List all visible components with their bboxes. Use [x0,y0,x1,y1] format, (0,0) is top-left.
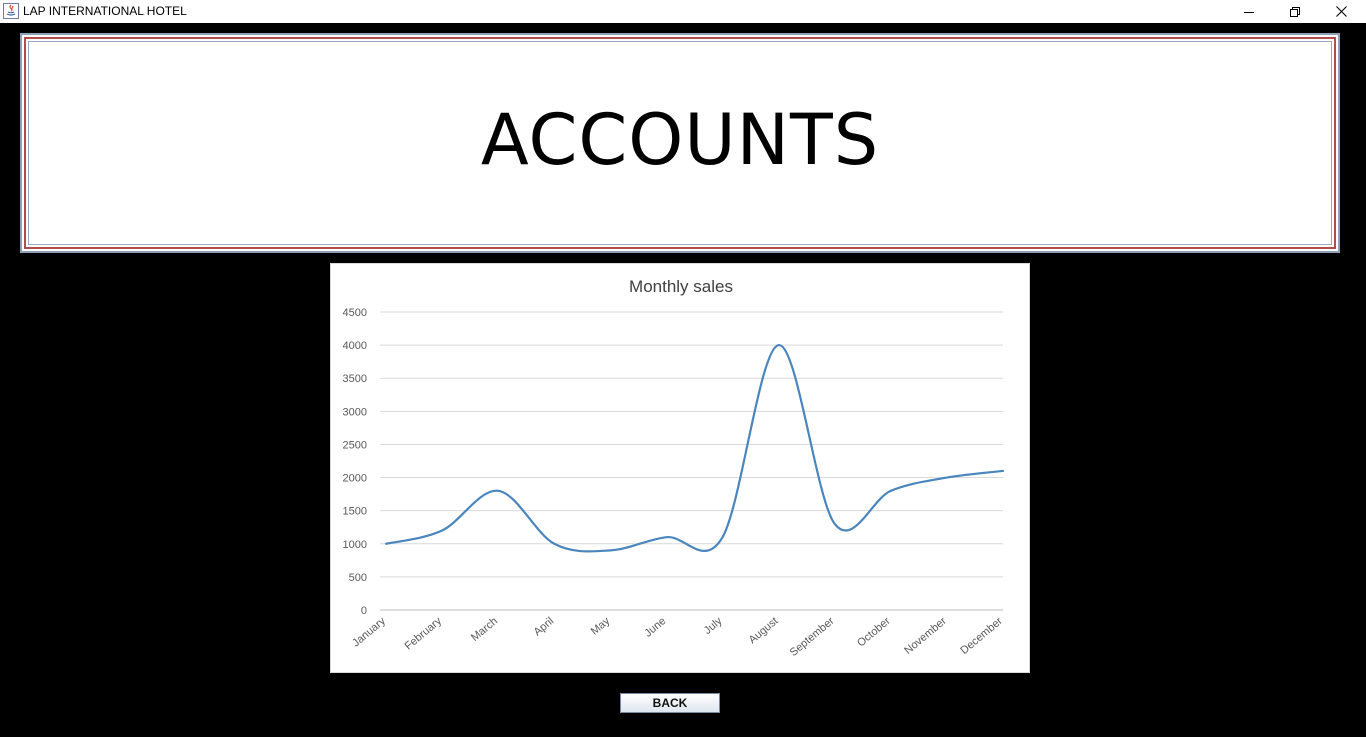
title-bar: LAP INTERNATIONAL HOTEL [0,0,1366,23]
y-tick-label: 1000 [343,539,367,551]
restore-icon [1290,6,1300,17]
accounts-header-panel: ACCOUNTS [20,33,1340,253]
back-button[interactable]: BACK [620,693,720,713]
restore-button[interactable] [1272,0,1318,23]
y-tick-label: 3500 [343,373,367,385]
x-tick-label: May [589,615,613,638]
minimize-icon [1244,11,1254,13]
x-tick-label: September [788,615,837,659]
x-tick-label: April [532,615,557,638]
y-tick-label: 3000 [343,406,367,418]
minimize-button[interactable] [1226,0,1272,23]
y-tick-label: 0 [361,605,367,617]
window-title: LAP INTERNATIONAL HOTEL [23,4,187,18]
x-tick-label: January [350,615,388,650]
close-button[interactable] [1318,0,1364,23]
x-tick-label: July [702,615,725,637]
y-tick-label: 2500 [343,439,367,451]
y-tick-label: 2000 [343,473,367,485]
x-tick-label: August [747,615,781,646]
chart-title: Monthly sales [629,277,733,296]
java-app-icon[interactable] [3,3,19,19]
x-tick-label: March [469,615,500,644]
y-tick-label: 500 [349,572,367,584]
x-tick-label: February [403,615,445,653]
chart-canvas: Monthly sales 0 500 1000 1500 2000 2500 3000 350… [343,277,1006,659]
y-tick-label: 4500 [343,307,367,319]
close-icon [1335,6,1347,17]
x-tick-label: June [642,615,668,640]
y-tick-label: 4000 [343,340,367,352]
x-tick-label: November [902,615,949,657]
monthly-sales-chart: Monthly sales 0 500 1000 1500 2000 2500 3000 350… [330,263,1030,673]
x-tick-label: October [855,615,893,650]
page-title: ACCOUNTS [480,99,880,181]
y-tick-label: 1500 [343,506,367,518]
series-line [384,344,1005,553]
x-tick-label: December [958,615,1005,657]
